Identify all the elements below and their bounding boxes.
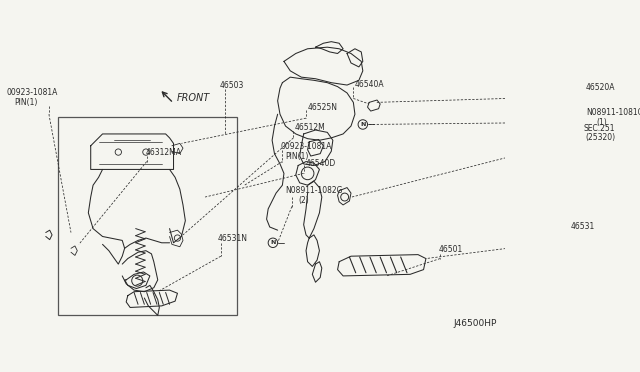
Text: N: N: [270, 240, 276, 245]
Text: N: N: [360, 122, 365, 127]
Text: 46540A: 46540A: [355, 80, 385, 89]
Text: 46531: 46531: [571, 222, 595, 231]
Text: (2): (2): [298, 196, 309, 205]
Text: N08911-1081G: N08911-1081G: [586, 108, 640, 117]
Text: (1): (1): [596, 118, 607, 126]
Text: PIN(1): PIN(1): [285, 151, 309, 161]
Text: N08911-1082G: N08911-1082G: [285, 186, 343, 195]
Text: 46531N: 46531N: [218, 234, 248, 243]
Text: (25320): (25320): [585, 134, 616, 142]
Text: 46512M: 46512M: [295, 123, 326, 132]
Text: 00923-1081A: 00923-1081A: [6, 89, 58, 97]
Text: 00923-1081A: 00923-1081A: [280, 142, 332, 151]
Bar: [58, 116, 237, 315]
Text: 46525N: 46525N: [308, 103, 338, 112]
Text: PIN(1): PIN(1): [14, 98, 38, 107]
Text: 46520A: 46520A: [586, 83, 616, 92]
Text: SEC.251: SEC.251: [584, 124, 615, 133]
Text: 46540D: 46540D: [305, 158, 335, 168]
Text: 46501: 46501: [438, 246, 463, 254]
Text: J46500HP: J46500HP: [454, 319, 497, 328]
Text: 46312MA: 46312MA: [146, 148, 182, 157]
Text: FRONT: FRONT: [177, 93, 210, 103]
Text: 46503: 46503: [220, 81, 244, 90]
